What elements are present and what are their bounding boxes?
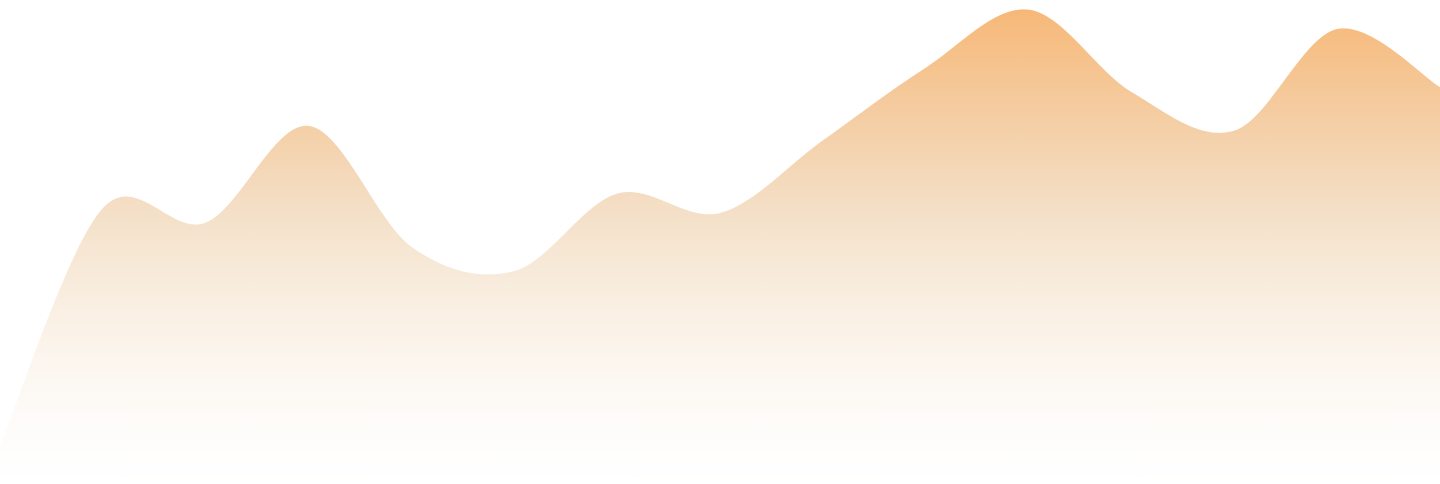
plot-layer (0, 9, 1440, 484)
area-series-fill (0, 9, 1440, 484)
